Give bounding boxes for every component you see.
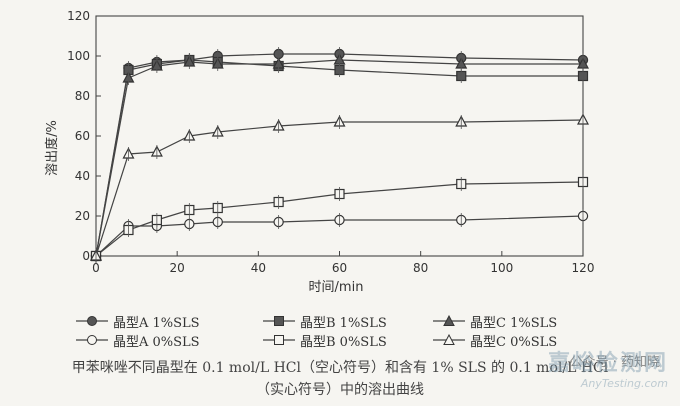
open-triangle-marker-icon: [433, 334, 465, 345]
axes: 0 20 40 60 80 100 120 0 20 40 60 80 100 120: [67, 9, 594, 275]
x-tick-label: 40: [251, 261, 266, 275]
x-tick-label: 0: [92, 261, 100, 275]
legend-label: 晶型A 1%SLS: [113, 315, 200, 331]
y-tick-label: 100: [67, 49, 90, 63]
series-1: [90, 53, 589, 263]
series-5: [90, 113, 589, 263]
x-tick-label: 20: [170, 261, 185, 275]
dissolution-chart: 0 20 40 60 80 100 120 0 20 40 60 80 100 120 溶出度/% 时间/…: [44, 9, 594, 295]
y-tick-label: 20: [75, 209, 90, 223]
watermark-site-url: AnyTesting.com: [580, 377, 668, 390]
legend-item-a-1sls: 晶型A 1%SLS: [75, 312, 200, 331]
open-circle-marker-icon: [76, 335, 108, 345]
legend-label: 晶型B 1%SLS: [300, 315, 387, 331]
filled-circle-marker-icon: [76, 316, 108, 326]
figure-caption: 甲苯咪唑不同晶型在 0.1 mol/L HCl（空心符号）和含有 1% SLS …: [0, 357, 680, 401]
filled-square-marker-icon: [263, 316, 295, 326]
legend-item-b-1sls: 晶型B 1%SLS: [262, 312, 387, 331]
y-tick-label: 0: [82, 249, 90, 263]
caption-line-2: （实心符号）中的溶出曲线: [256, 382, 424, 398]
legend-item-b-0sls: 晶型B 0%SLS: [262, 331, 387, 350]
caption-line-1: 甲苯咪唑不同晶型在 0.1 mol/L HCl（空心符号）和含有 1% SLS …: [71, 360, 609, 376]
filled-triangle-marker-icon: [433, 315, 465, 326]
series-0: [90, 47, 589, 263]
legend-label: 晶型C 0%SLS: [470, 334, 558, 350]
x-tick-label: 80: [413, 261, 428, 275]
y-axis-label: 溶出度/%: [44, 120, 60, 176]
y-tick-label: 60: [75, 129, 90, 143]
x-tick-label: 100: [490, 261, 513, 275]
legend-item-a-0sls: 晶型A 0%SLS: [75, 331, 200, 350]
legend-label: 晶型B 0%SLS: [300, 334, 387, 350]
legend-item-c-1sls: 晶型C 1%SLS: [432, 312, 558, 331]
open-square-marker-icon: [263, 335, 295, 345]
public-account-watermark: 公众号 · 药知晓: [569, 355, 660, 370]
site-watermark: 嘉峪检测网 AnyTesting.com: [548, 345, 668, 390]
y-tick-label: 80: [75, 89, 90, 103]
y-tick-label: 120: [67, 9, 90, 23]
series-2: [90, 53, 589, 263]
x-axis-label: 时间/min: [309, 280, 364, 295]
legend-label: 晶型A 0%SLS: [113, 334, 200, 350]
series-3: [90, 209, 589, 263]
y-tick-label: 40: [75, 169, 90, 183]
watermark-site-name: 嘉峪检测网: [547, 351, 668, 376]
x-tick-label: 60: [332, 261, 347, 275]
legend-label: 晶型C 1%SLS: [470, 315, 558, 331]
series-layer: [90, 47, 589, 263]
legend-item-c-0sls: 晶型C 0%SLS: [432, 331, 558, 350]
x-tick-label: 120: [572, 261, 595, 275]
